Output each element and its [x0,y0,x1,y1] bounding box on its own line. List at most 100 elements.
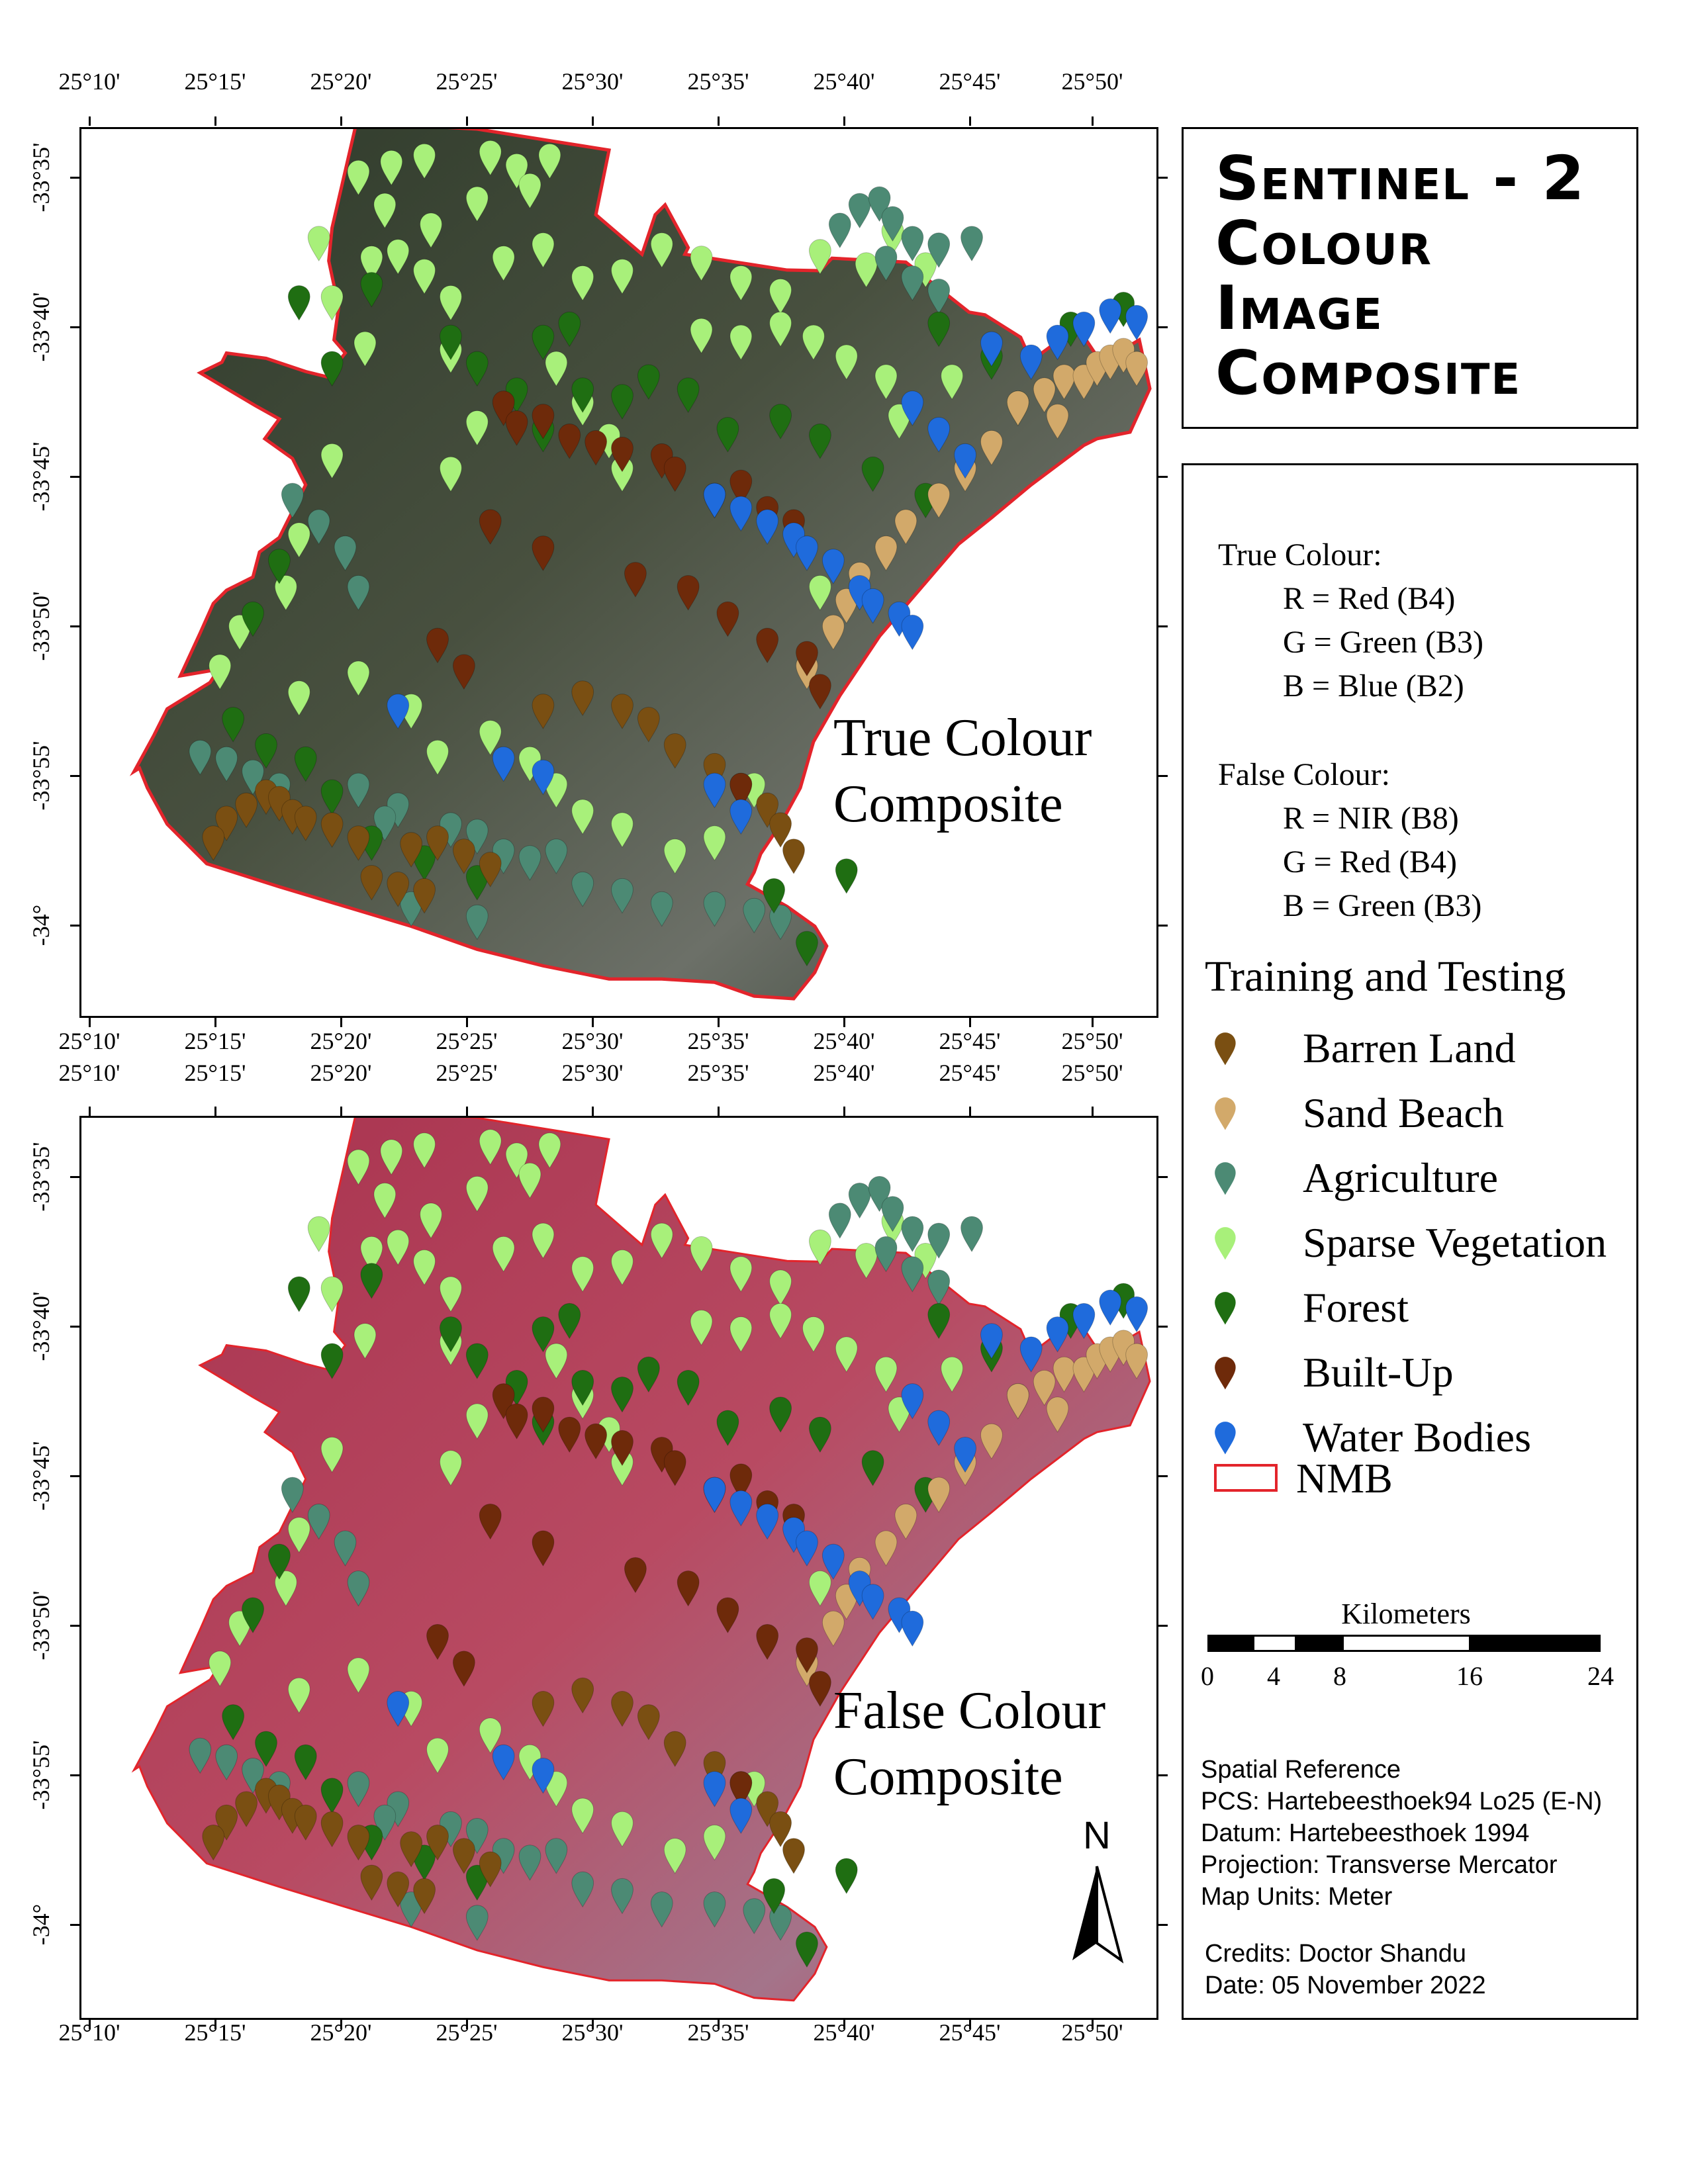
true-colour-label-line-2: Composite [833,775,1063,833]
lat-tick-mark [1158,925,1168,927]
sample-marker [756,1791,779,1827]
sample-marker [703,772,726,809]
credits-date: Date: 05 November 2022 [1205,1972,1486,1999]
sample-marker [868,186,891,222]
true-colour-map[interactable]: True Colour Composite [79,127,1158,1018]
sample-marker [545,839,568,874]
sample-marker [440,324,462,361]
sample-marker [413,1250,436,1286]
lat-tick-mark [70,1774,79,1776]
sample-marker [927,1269,951,1306]
false-colour-label-line-1: False Colour [833,1682,1106,1740]
sample-marker [400,891,423,927]
sample-marker [347,575,370,611]
sample-marker [387,239,410,275]
nmb-boundary-label: NMB [1296,1455,1393,1502]
lat-tick-mark [70,1475,79,1477]
sample-marker [413,1878,436,1915]
legend-marker-icon [1215,1032,1236,1066]
sample-marker [961,1216,983,1252]
legend-marker-icon [1215,1162,1236,1195]
lat-tick-label: -33°45' [28,1441,54,1511]
sample-marker [980,1323,1003,1359]
sample-marker [769,904,792,940]
sample-marker [215,746,238,782]
sample-marker [756,509,779,545]
false-colour-map-canvas [131,1118,1151,2002]
lon-tick-label: 25°50' [1061,1028,1123,1054]
sample-marker [729,1771,753,1807]
sample-marker [505,1403,528,1439]
sample-marker [360,1263,383,1299]
scale-tick-8: 8 [1333,1661,1346,1691]
sample-marker [1099,1289,1122,1326]
lon-tick-label: 25°35' [687,1028,749,1054]
lat-tick-mark [1158,625,1168,627]
sample-marker [980,430,1003,466]
sample-marker [796,1530,818,1567]
sample-marker [611,436,633,473]
sample-marker [215,805,238,842]
sample-marker [769,279,792,314]
sample-marker [347,159,370,196]
sample-marker [413,143,436,179]
lon-tick-label: 25°30' [561,68,624,95]
lon-tick-label: 25°30' [561,1060,624,1086]
lat-tick-mark [70,1924,79,1926]
sample-marker [927,232,951,268]
sample-marker [848,1183,871,1219]
sample-marker [347,1825,370,1861]
sample-marker [763,878,786,914]
sample-marker [440,1276,462,1312]
sample-marker [426,1825,449,1861]
map-title: Sentinel - 2 Colour Image Composite [1215,146,1626,406]
sample-marker [927,1477,951,1514]
sample-marker [954,443,976,479]
lon-tick-mark [466,116,468,126]
true-colour-markers [189,140,1148,967]
legend-marker-icon [1215,1422,1236,1455]
sample-marker [426,1737,449,1774]
sample-marker [465,1864,489,1901]
lon-tick-label: 25°45' [939,1060,1001,1086]
sample-marker [571,265,594,301]
sample-marker [518,173,541,209]
sample-marker [189,1737,212,1774]
sample-marker [413,1844,436,1881]
credits-author: Credits: Doctor Shandu [1205,1940,1466,1968]
false-colour-map[interactable]: False Colour Composite [79,1116,1158,2020]
sample-marker [1099,298,1122,334]
sample-marker [440,456,462,492]
sample-marker [677,377,700,413]
sample-marker [835,588,858,624]
true-colour-label-line-1: True Colour [833,709,1092,767]
sample-marker [387,1871,410,1908]
sample-marker [729,496,753,532]
sample-marker [1072,1356,1096,1393]
sample-marker [861,1450,884,1486]
sample-marker [287,1276,310,1312]
lon-tick-mark [466,1018,468,1027]
sample-marker [677,575,700,611]
sample-marker [901,226,924,261]
sample-marker [888,404,911,439]
lat-tick-mark [70,775,79,777]
lon-tick-label: 25°35' [687,68,749,95]
map-title-line-1: Sentinel - 2 [1215,143,1586,214]
sample-marker [532,1758,555,1794]
sample-marker [703,825,726,861]
sample-marker [380,1139,403,1175]
lat-tick-mark [1158,476,1168,478]
legend-item-label: Agriculture [1303,1154,1498,1201]
sample-marker [465,186,489,222]
sample-marker [360,1864,383,1901]
sample-marker [756,627,779,664]
sample-marker [716,601,739,637]
sample-marker [320,812,344,848]
sample-marker [320,285,344,321]
scale-tick-0: 0 [1201,1661,1214,1691]
sample-marker [347,1149,370,1185]
sample-marker [274,1570,297,1607]
sample-marker [690,318,713,354]
sample-marker [307,1216,330,1252]
